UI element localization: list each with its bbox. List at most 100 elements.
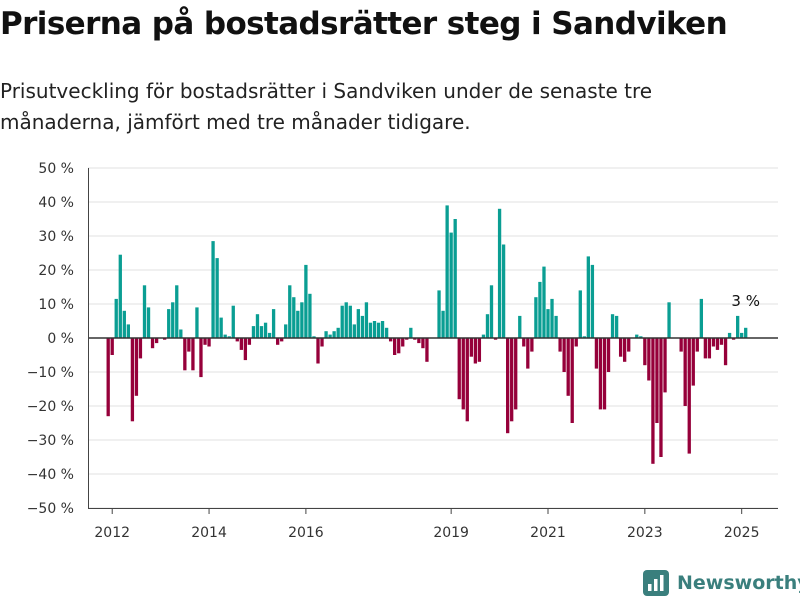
- bar-positive: [332, 331, 336, 338]
- bar-negative: [687, 338, 691, 454]
- bar-positive: [635, 334, 639, 338]
- bar-negative: [618, 338, 623, 357]
- bar-positive: [380, 321, 385, 338]
- bar-positive: [308, 293, 312, 338]
- x-tick-label: 2014: [191, 525, 227, 541]
- bar-positive: [364, 302, 369, 338]
- y-tick-label: 30 %: [38, 229, 74, 245]
- bar-negative: [574, 338, 578, 347]
- bar-positive: [610, 314, 615, 338]
- bar-negative: [316, 338, 320, 364]
- bar-negative: [388, 338, 393, 342]
- newsworthy-brand[interactable]: Newsworthy: [643, 568, 800, 598]
- bar-positive: [639, 336, 643, 338]
- bar-negative: [203, 338, 207, 345]
- bar-negative: [715, 338, 720, 350]
- bar-positive: [223, 334, 227, 338]
- bar-negative: [622, 338, 627, 362]
- x-tick-label: 2012: [94, 525, 130, 541]
- bar-positive: [542, 266, 546, 338]
- y-tick-label: 50 %: [38, 161, 74, 177]
- bar-negative: [247, 338, 252, 345]
- bar-positive: [300, 302, 304, 338]
- bar-positive: [453, 219, 457, 338]
- bar-negative: [651, 338, 655, 464]
- bar-positive: [485, 314, 490, 338]
- bar-positive: [292, 297, 296, 338]
- bar-negative: [643, 338, 647, 366]
- bar-negative: [598, 338, 603, 410]
- bar-negative: [130, 338, 135, 422]
- bar-positive: [501, 244, 506, 338]
- bar-positive: [368, 322, 373, 338]
- axes: [88, 168, 778, 514]
- bar-negative: [663, 338, 667, 393]
- bar-negative: [477, 338, 482, 362]
- bar-negative: [655, 338, 659, 423]
- bar-negative: [506, 338, 510, 434]
- bar-negative: [276, 338, 280, 345]
- bar-positive: [122, 310, 126, 338]
- bar-positive: [146, 307, 151, 338]
- bar-negative: [421, 338, 425, 349]
- x-tick-label: 2025: [724, 525, 760, 541]
- chart-title: Priserna på bostadsrätter steg i Sandvik…: [0, 6, 728, 42]
- bar-negative: [711, 338, 716, 347]
- bar-negative: [457, 338, 461, 400]
- bar-positive: [114, 298, 118, 338]
- y-tick-label: −20 %: [27, 399, 74, 415]
- y-tick-label: −50 %: [27, 501, 74, 517]
- bar-positive: [142, 285, 147, 338]
- bar-positive: [437, 290, 441, 338]
- bar-positive: [231, 305, 235, 338]
- x-tick-label: 2023: [627, 525, 663, 541]
- bar-positive: [348, 305, 352, 338]
- bar-negative: [647, 338, 651, 381]
- bar-positive: [534, 297, 538, 338]
- bar-negative: [154, 338, 159, 344]
- bar-positive: [727, 332, 732, 338]
- bar-negative: [566, 338, 570, 396]
- bar-positive: [360, 315, 365, 338]
- bar-positive: [441, 310, 445, 338]
- bar-positive: [215, 258, 219, 338]
- bar-negative: [405, 338, 409, 340]
- bar-positive: [538, 281, 542, 338]
- bar-positive: [614, 315, 619, 338]
- bar-negative: [707, 338, 712, 359]
- bar-positive: [167, 309, 171, 338]
- bar-positive: [336, 327, 340, 338]
- y-tick-label: 10 %: [38, 297, 74, 313]
- bar-positive: [118, 254, 122, 338]
- bar-negative: [191, 338, 195, 371]
- bar-positive: [126, 324, 130, 338]
- bar-positive: [195, 307, 199, 338]
- y-tick-label: −30 %: [27, 433, 74, 449]
- bar-negative: [150, 338, 155, 349]
- bar-positive: [489, 285, 494, 338]
- bar-positive: [255, 314, 260, 338]
- bar-positive: [578, 290, 582, 338]
- bar-negative: [138, 338, 143, 359]
- bar-positive: [372, 321, 377, 338]
- bar-positive: [667, 302, 671, 338]
- bar-positive: [219, 317, 223, 338]
- bar-negative: [683, 338, 687, 406]
- bar-negative: [719, 338, 724, 345]
- bar-negative: [558, 338, 562, 352]
- bar-negative: [235, 338, 239, 342]
- bar-negative: [723, 338, 728, 366]
- bar-positive: [251, 326, 256, 338]
- bar-positive: [284, 324, 288, 338]
- bar-negative: [243, 338, 248, 361]
- bar-negative: [401, 338, 405, 347]
- bar-negative: [659, 338, 663, 457]
- bar-positive: [590, 264, 595, 338]
- x-tick-label: 2016: [288, 525, 324, 541]
- bar-positive: [340, 305, 344, 338]
- bar-positive: [324, 331, 328, 338]
- bar-negative: [280, 338, 284, 342]
- bar-positive: [288, 285, 292, 338]
- bar-negative: [417, 338, 421, 344]
